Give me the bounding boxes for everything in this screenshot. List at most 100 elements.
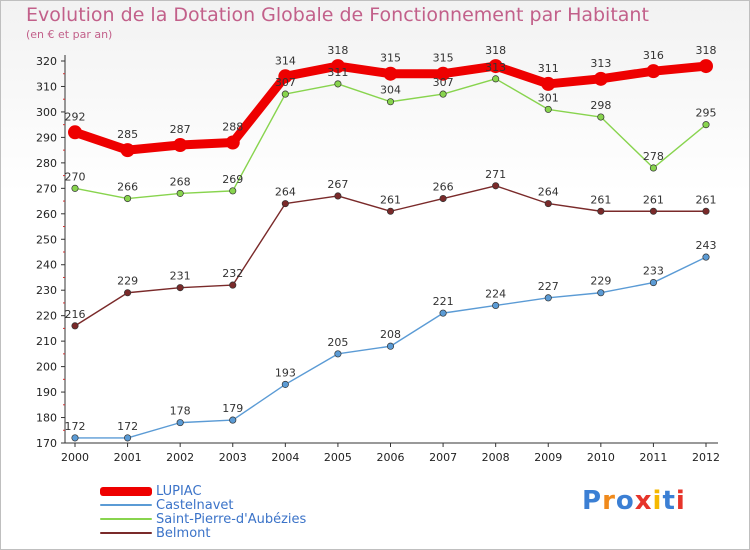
y-tick-label: 210 xyxy=(36,335,57,348)
legend-item: Saint-Pierre-d'Aubézies xyxy=(100,511,307,527)
x-tick-label: 2004 xyxy=(271,451,299,464)
proxiti-logo: Proxiti xyxy=(582,486,686,516)
data-label: 193 xyxy=(275,366,296,379)
y-tick-label: 300 xyxy=(36,106,57,119)
logo-letter: t xyxy=(662,486,676,516)
data-point xyxy=(68,125,82,140)
data-point xyxy=(492,75,500,83)
data-label: 318 xyxy=(696,44,717,57)
legend-item: Castelnavet xyxy=(100,497,306,513)
legend-swatch xyxy=(100,532,152,534)
data-label: 267 xyxy=(327,178,348,191)
data-label: 315 xyxy=(380,52,401,65)
data-label: 261 xyxy=(696,193,717,206)
data-point xyxy=(702,207,710,215)
data-point xyxy=(334,80,342,88)
data-point xyxy=(229,416,237,424)
data-point xyxy=(334,192,342,200)
x-tick-label: 2012 xyxy=(692,451,720,464)
data-point xyxy=(229,187,237,195)
y-tick-label: 260 xyxy=(36,208,57,221)
data-point xyxy=(383,66,398,81)
data-point xyxy=(386,207,395,215)
data-label: 313 xyxy=(485,61,506,74)
data-label: 318 xyxy=(327,44,348,57)
y-tick-label: 290 xyxy=(36,131,57,144)
data-label: 288 xyxy=(222,120,243,133)
y-tick-label: 200 xyxy=(36,361,57,374)
data-label: 178 xyxy=(170,405,191,418)
x-tick-label: 2006 xyxy=(377,451,405,464)
legend-item: Belmont xyxy=(100,526,306,541)
x-tick-label: 2009 xyxy=(534,451,562,464)
data-label: 298 xyxy=(590,99,611,112)
chart-legend: LUPIAC Castelnavet Saint-Pierre-d'Aubézies… xyxy=(100,484,307,541)
data-label: 316 xyxy=(643,49,664,62)
data-point xyxy=(541,76,556,91)
data-point xyxy=(334,350,342,358)
data-point xyxy=(544,294,552,302)
y-tick-label: 320 xyxy=(36,55,57,68)
logo-letter: i xyxy=(652,486,663,516)
data-point xyxy=(492,182,500,190)
data-point xyxy=(278,69,293,84)
data-label: 208 xyxy=(380,328,401,341)
legend-label: Saint-Pierre-d'Aubézies xyxy=(156,511,307,527)
x-tick-label: 2005 xyxy=(324,451,352,464)
data-point xyxy=(229,281,237,289)
y-tick-label: 270 xyxy=(36,182,57,195)
data-point xyxy=(646,64,661,79)
data-point xyxy=(702,121,710,129)
data-point xyxy=(71,434,79,442)
data-point xyxy=(544,200,552,208)
data-label: 278 xyxy=(643,150,664,163)
logo-letter: r xyxy=(602,486,616,516)
data-point xyxy=(225,135,240,150)
data-label: 311 xyxy=(538,62,559,75)
data-label: 224 xyxy=(485,287,506,300)
y-tick-label: 250 xyxy=(36,233,57,246)
x-tick-label: 2003 xyxy=(219,451,247,464)
data-label: 318 xyxy=(485,44,506,57)
data-label: 216 xyxy=(65,308,86,321)
data-label: 315 xyxy=(433,52,454,65)
data-point xyxy=(173,138,188,153)
y-tick-label: 310 xyxy=(36,80,57,93)
legend-item: LUPIAC xyxy=(100,484,306,499)
data-point xyxy=(597,289,605,297)
y-tick-label: 230 xyxy=(36,284,57,297)
data-label: 269 xyxy=(222,173,243,186)
data-point xyxy=(699,59,713,74)
data-label: 295 xyxy=(696,107,717,120)
data-point xyxy=(492,301,500,310)
data-point xyxy=(124,434,132,442)
data-label: 232 xyxy=(222,267,243,280)
x-tick-label: 2011 xyxy=(639,451,667,464)
data-label: 287 xyxy=(170,123,191,136)
data-label: 261 xyxy=(643,193,664,206)
data-point xyxy=(124,289,132,297)
legend-label: Castelnavet xyxy=(156,497,234,513)
data-point xyxy=(649,279,657,287)
data-label: 307 xyxy=(433,76,454,89)
data-point xyxy=(281,380,289,388)
data-point xyxy=(439,309,447,317)
x-tick-label: 2010 xyxy=(587,451,615,464)
data-label: 243 xyxy=(696,239,717,252)
data-label: 229 xyxy=(590,275,611,288)
data-point xyxy=(281,200,289,208)
data-label: 179 xyxy=(222,402,243,415)
data-point xyxy=(176,189,184,197)
x-tick-label: 2000 xyxy=(61,451,89,464)
data-point xyxy=(281,90,289,98)
data-label: 172 xyxy=(117,420,138,433)
data-point xyxy=(439,194,447,203)
data-label: 314 xyxy=(275,54,296,67)
data-point xyxy=(330,59,345,74)
data-point xyxy=(120,143,135,158)
x-tick-label: 2007 xyxy=(429,451,457,464)
data-point xyxy=(386,98,395,106)
data-label: 233 xyxy=(643,265,664,278)
data-label: 229 xyxy=(117,275,138,288)
